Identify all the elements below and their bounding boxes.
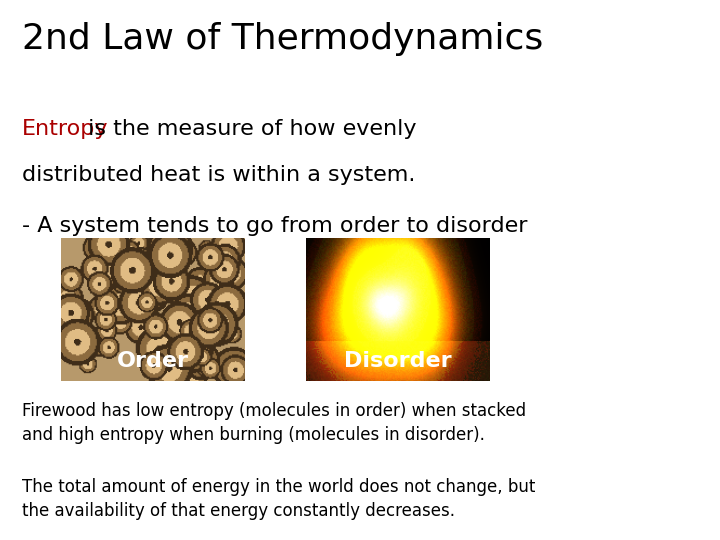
Text: 2nd Law of Thermodynamics: 2nd Law of Thermodynamics — [22, 22, 543, 56]
Text: - A system tends to go from order to disorder: - A system tends to go from order to dis… — [22, 216, 527, 236]
Text: The total amount of energy in the world does not change, but
the availability of: The total amount of energy in the world … — [22, 478, 535, 519]
Text: Entropy: Entropy — [22, 119, 108, 139]
Text: is the measure of how evenly: is the measure of how evenly — [81, 119, 416, 139]
Text: Firewood has low entropy (molecules in order) when stacked
and high entropy when: Firewood has low entropy (molecules in o… — [22, 402, 526, 444]
Text: Disorder: Disorder — [344, 350, 451, 370]
Text: distributed heat is within a system.: distributed heat is within a system. — [22, 165, 415, 185]
Text: Order: Order — [117, 350, 189, 370]
